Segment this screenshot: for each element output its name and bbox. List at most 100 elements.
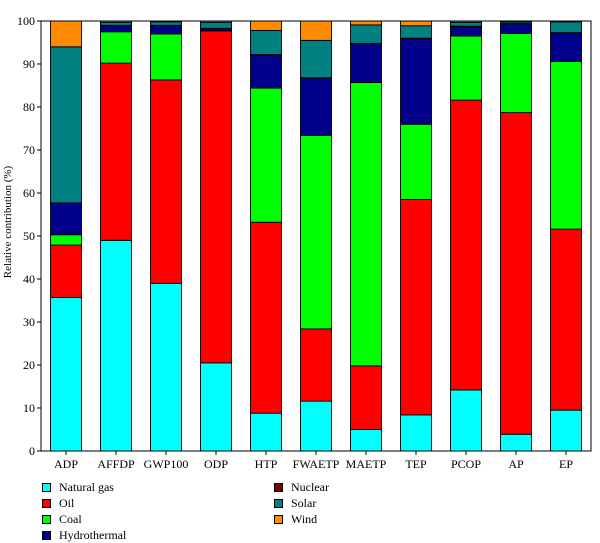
bar-segment-affdp-coal (100, 31, 132, 64)
bar-segment-affdp-oil (100, 62, 132, 241)
legend-item-wind: Wind (274, 512, 317, 526)
legend-item-solar: Solar (274, 496, 316, 510)
bar-segment-ep-coal (550, 60, 582, 230)
bar-segment-adp-wind (50, 20, 82, 48)
bar-segment-ep-oil (550, 228, 582, 411)
x-tick-label: PCOP (451, 457, 481, 471)
bar-segment-htp-solar (250, 30, 282, 55)
bar-segment-gwp100-solar (150, 21, 182, 26)
bar-segment-tep-oil (400, 198, 432, 416)
bar-segment-maetp-wind (350, 20, 382, 26)
x-tick-label: EP (559, 457, 573, 471)
bar-segment-maetp-oil (350, 365, 382, 430)
legend-swatch (42, 482, 51, 492)
legend-label: Wind (291, 511, 318, 526)
bar-segment-affdp-natural-gas (100, 239, 132, 452)
bar-segment-tep-natural-gas (400, 414, 432, 452)
x-tick-label: ADP (54, 457, 78, 471)
y-tick-label: 50 (23, 229, 35, 243)
legend-swatch (274, 514, 283, 524)
x-tick-label: HTP (255, 457, 278, 471)
x-tick-label: FWAETP (293, 457, 340, 471)
bar-segment-fwaetp-oil (300, 328, 332, 402)
bar-segment-ep-hydrothermal (550, 32, 582, 62)
axes-layer: ADP AFFDP GWP100 ODP HTP FWAETP MAETP TEP PCOP AP… (17, 14, 592, 471)
legend-swatch (42, 514, 51, 524)
bar-segment-fwaetp-solar (300, 39, 332, 79)
bar-segment-ap-natural-gas (500, 433, 532, 452)
legend-item-hydrothermal: Hydrothermal (42, 528, 126, 542)
bar-segment-htp-wind (250, 20, 282, 31)
bar-segment-adp-solar (50, 46, 82, 204)
bar-segment-maetp-coal (350, 82, 382, 367)
y-tick-label: 100 (17, 14, 35, 28)
legend-item-oil: Oil (42, 496, 74, 510)
x-tick-label: AP (508, 457, 524, 471)
bar-segment-ep-solar (550, 21, 582, 34)
bars-layer (50, 20, 582, 452)
bar-segment-htp-coal (250, 87, 282, 223)
bar-segment-fwaetp-wind (300, 20, 332, 41)
bar-segment-adp-coal (50, 234, 82, 246)
bar-segment-tep-solar (400, 25, 432, 39)
legend-swatch (274, 498, 283, 508)
y-tick-label: 90 (23, 57, 35, 71)
legend-item-natural-gas: Natural gas (42, 480, 114, 494)
bar-segment-gwp100-natural-gas (150, 282, 182, 452)
bar-segment-htp-oil (250, 221, 282, 414)
legend-swatch (42, 498, 51, 508)
legend-item-nuclear: Nuclear (274, 480, 329, 494)
bar-segment-adp-oil (50, 244, 82, 298)
bar-segment-tep-wind (400, 20, 432, 27)
bar-segment-fwaetp-coal (300, 134, 332, 330)
y-tick-label: 10 (23, 401, 35, 415)
legend-label: Nuclear (291, 479, 329, 494)
y-tick-label: 30 (23, 315, 35, 329)
bar-segment-ap-coal (500, 33, 532, 114)
bar-segment-fwaetp-hydrothermal (300, 77, 332, 136)
bar-segment-pcop-solar (450, 21, 482, 27)
bar-segment-odp-solar (200, 21, 232, 29)
y-tick-label: 40 (23, 272, 35, 286)
bar-segment-htp-hydrothermal (250, 54, 282, 89)
bar-segment-pcop-oil (450, 99, 482, 391)
bar-segment-htp-natural-gas (250, 412, 282, 452)
bar-segment-tep-hydrothermal (400, 38, 432, 125)
x-tick-label: TEP (405, 457, 427, 471)
legend-swatch (274, 482, 283, 492)
bar-segment-maetp-hydrothermal (350, 43, 382, 83)
x-tick-label: GWP100 (144, 457, 189, 471)
legend-label: Hydrothermal (59, 527, 127, 542)
bar-segment-maetp-natural-gas (350, 429, 382, 452)
y-tick-label: 20 (23, 358, 35, 372)
bar-segment-ep-natural-gas (550, 409, 582, 452)
bar-segment-ap-oil (500, 112, 532, 435)
bar-segment-tep-coal (400, 123, 432, 200)
legend-label: Coal (59, 511, 82, 526)
legend-item-coal: Coal (42, 512, 82, 526)
bar-segment-pcop-hydrothermal (450, 26, 482, 37)
bar-segment-pcop-coal (450, 35, 482, 101)
bar-segment-ap-hydrothermal (500, 23, 532, 34)
bar-segment-gwp100-coal (150, 33, 182, 81)
bar-segment-odp-natural-gas (200, 362, 232, 452)
y-tick-label: 70 (23, 143, 35, 157)
y-tick-label: 80 (23, 100, 35, 114)
bar-segment-gwp100-oil (150, 79, 182, 284)
legend-label: Natural gas (59, 479, 114, 494)
bar-segment-fwaetp-natural-gas (300, 400, 332, 452)
legend-label: Oil (59, 495, 75, 510)
y-tick-label: 60 (23, 186, 35, 200)
bar-segment-maetp-solar (350, 24, 382, 44)
bar-segment-gwp100-hydrothermal (150, 25, 182, 35)
bar-segment-affdp-hydrothermal (100, 25, 132, 33)
legend-swatch (42, 530, 51, 540)
bar-segment-adp-natural-gas (50, 297, 82, 452)
legend: Natural gas Oil Coal Hydrothermal Nuclear Sol… (42, 480, 422, 542)
bar-segment-adp-hydrothermal (50, 202, 82, 236)
legend-label: Solar (291, 495, 317, 510)
bar-segment-affdp-solar (100, 21, 132, 26)
x-tick-label: ODP (204, 457, 228, 471)
bar-segment-odp-oil (200, 30, 232, 364)
y-tick-label: 0 (29, 444, 35, 458)
